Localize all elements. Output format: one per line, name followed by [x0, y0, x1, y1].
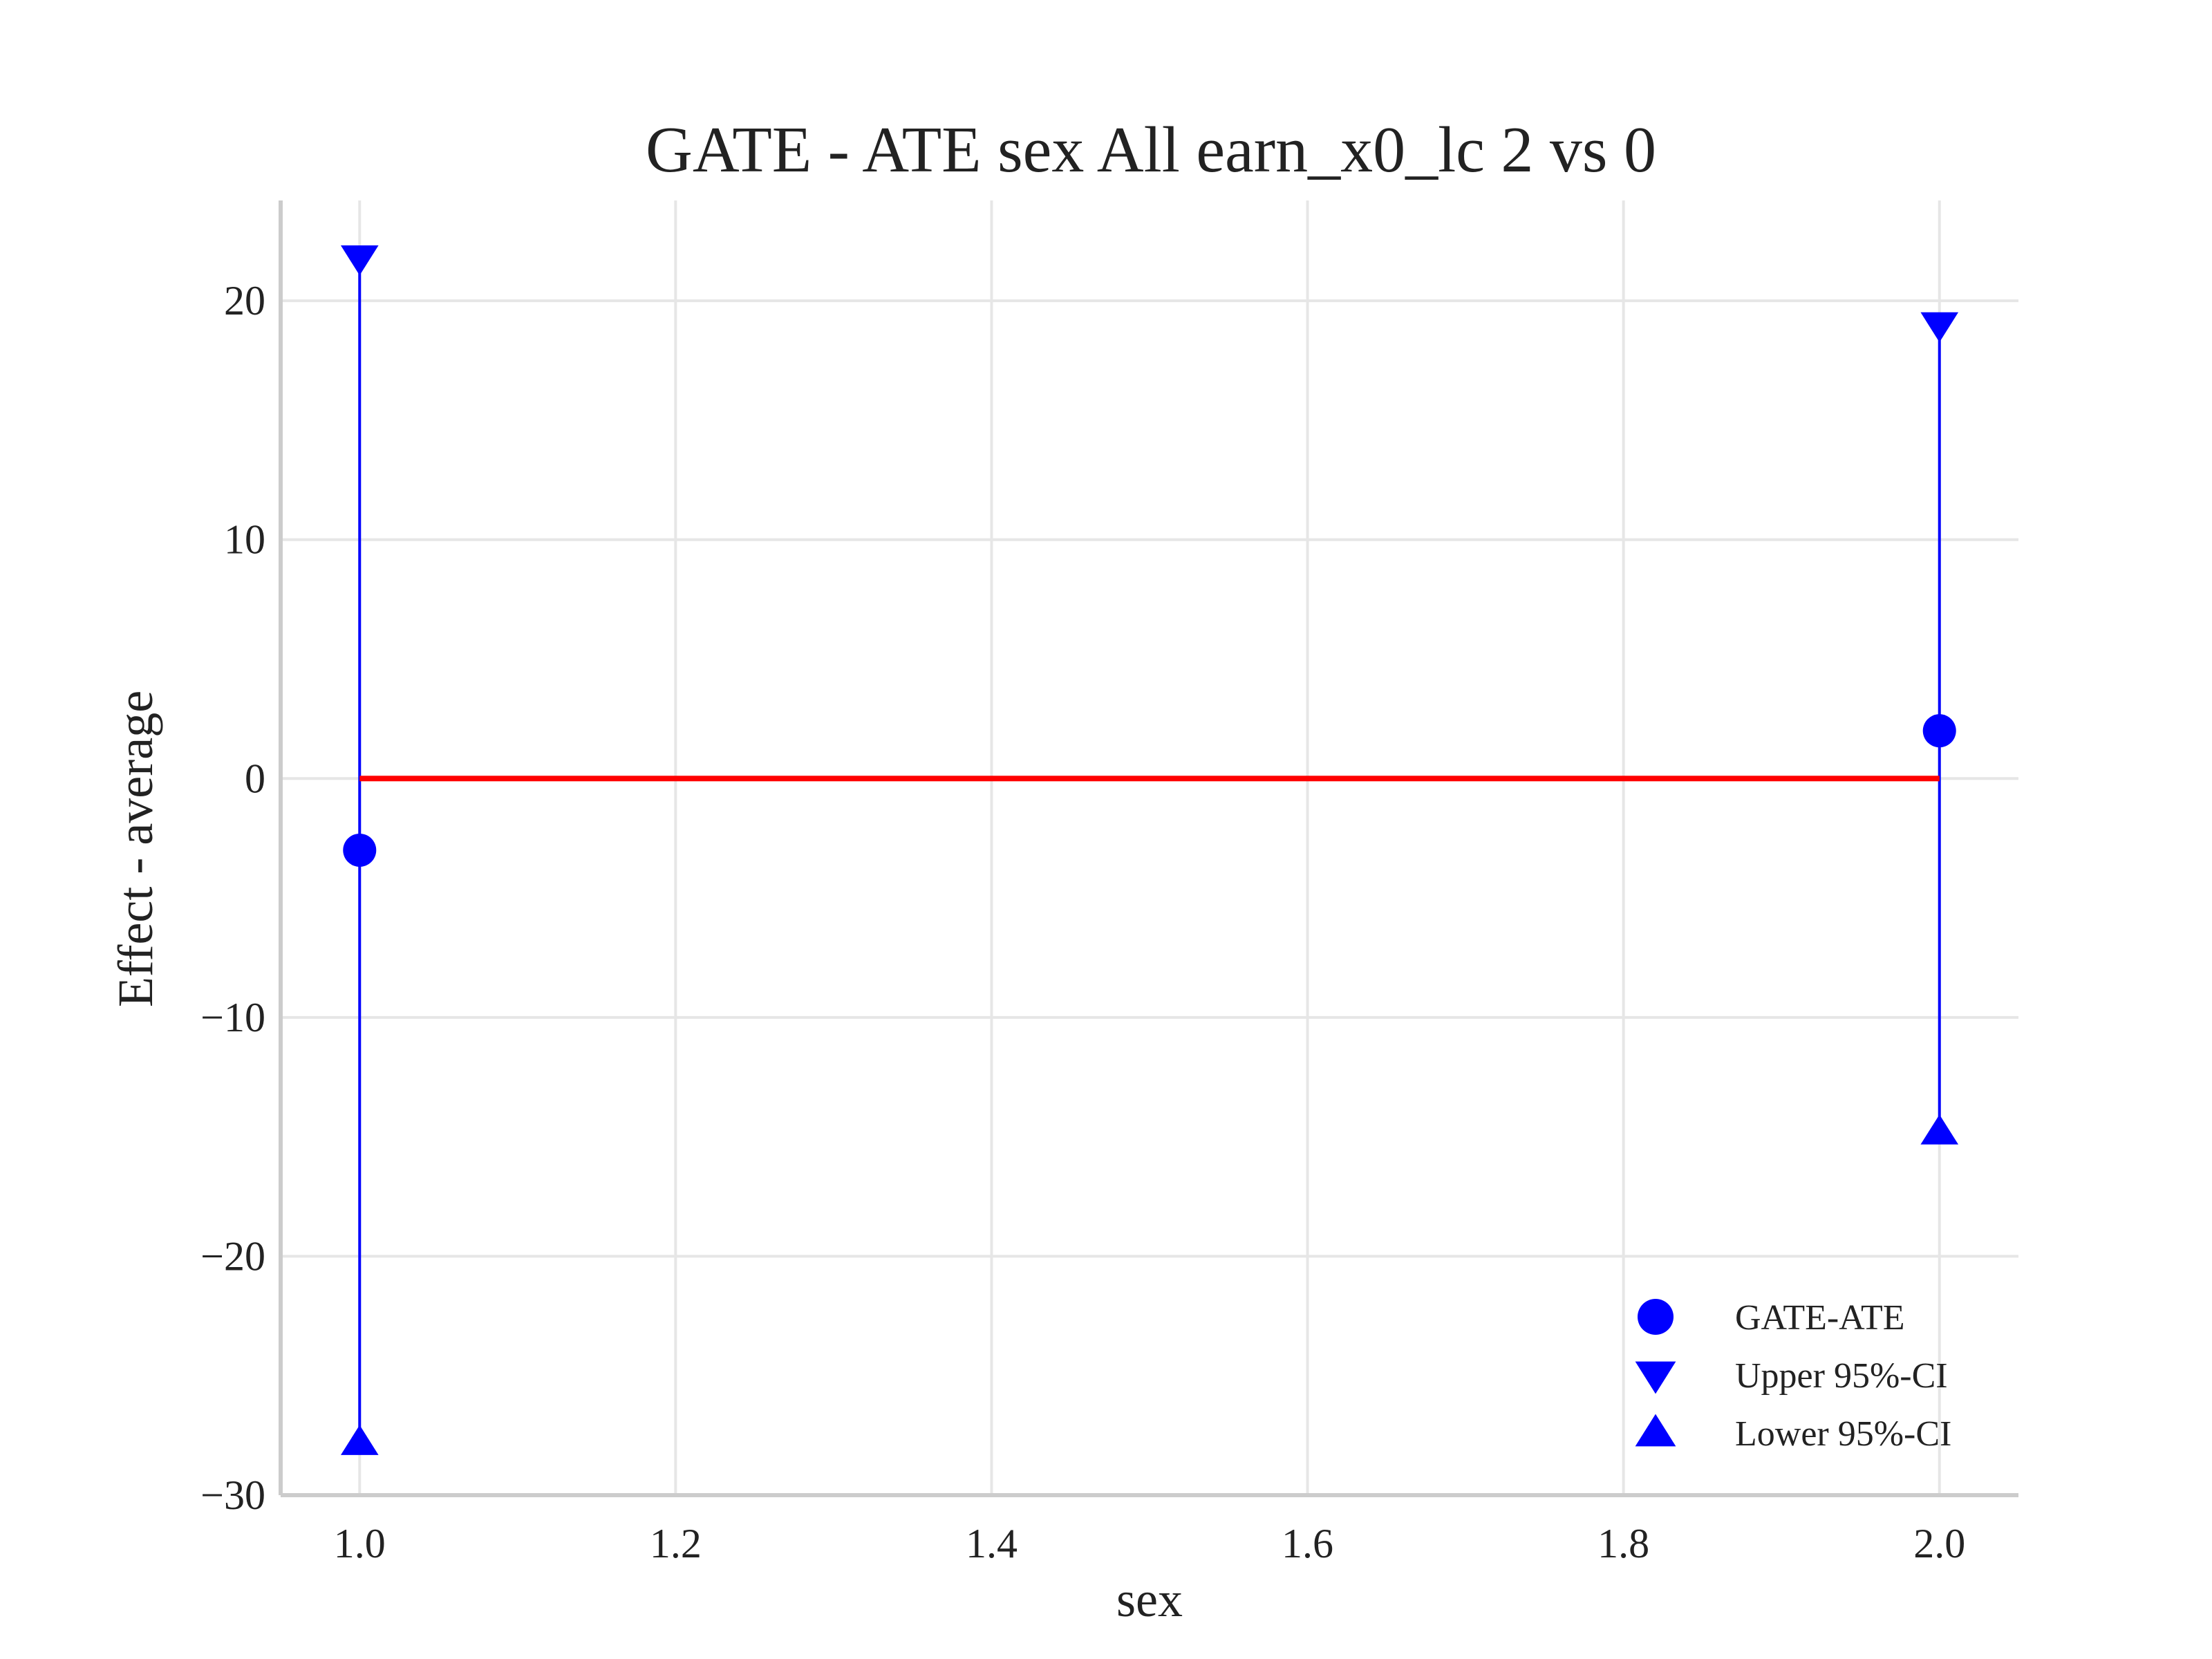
confidence-intervals: [358, 257, 1941, 1443]
legend: GATE-ATE Upper 95%-CI Lower 95%-CI: [1635, 1298, 1951, 1454]
chart-title: GATE - ATE sex All earn_x0_lc 2 vs 0: [646, 114, 1656, 186]
legend-marker: [1635, 1361, 1676, 1394]
y-axis-label: Effect - average: [108, 691, 163, 1007]
markers: [340, 245, 1959, 1455]
legend-marker: [1635, 1414, 1676, 1447]
y-tick-label: 0: [245, 756, 265, 801]
x-tick-label: 1.4: [966, 1521, 1018, 1566]
x-tick-label: 1.6: [1282, 1521, 1333, 1566]
legend-marker: [1638, 1299, 1674, 1335]
lower-ci-marker: [1920, 1114, 1959, 1145]
x-tick-label: 1.0: [334, 1521, 386, 1566]
legend-label: Lower 95%-CI: [1735, 1414, 1951, 1454]
x-axis-label: sex: [1116, 1572, 1183, 1627]
upper-ci-marker: [1920, 312, 1959, 343]
x-ticks: 1.0 1.2 1.4 1.6 1.8 2.0: [334, 1521, 1965, 1566]
gate-ate-point: [1922, 714, 1956, 748]
x-tick-label: 1.2: [650, 1521, 702, 1566]
y-ticks: −30 −20 −10 0 10 20: [200, 278, 265, 1518]
gate-ate-point: [343, 833, 377, 867]
y-tick-label: −30: [200, 1472, 265, 1518]
y-tick-label: 20: [224, 278, 265, 324]
axes: [279, 200, 2018, 1497]
x-tick-label: 1.8: [1597, 1521, 1649, 1566]
y-tick-label: −20: [200, 1233, 265, 1279]
legend-label: Upper 95%-CI: [1735, 1356, 1948, 1396]
x-tick-label: 2.0: [1913, 1521, 1965, 1566]
legend-label: GATE-ATE: [1735, 1298, 1905, 1338]
upper-ci-marker: [340, 245, 379, 276]
y-tick-label: 10: [224, 517, 265, 563]
y-tick-label: −10: [200, 995, 265, 1040]
lower-ci-marker: [340, 1425, 379, 1455]
